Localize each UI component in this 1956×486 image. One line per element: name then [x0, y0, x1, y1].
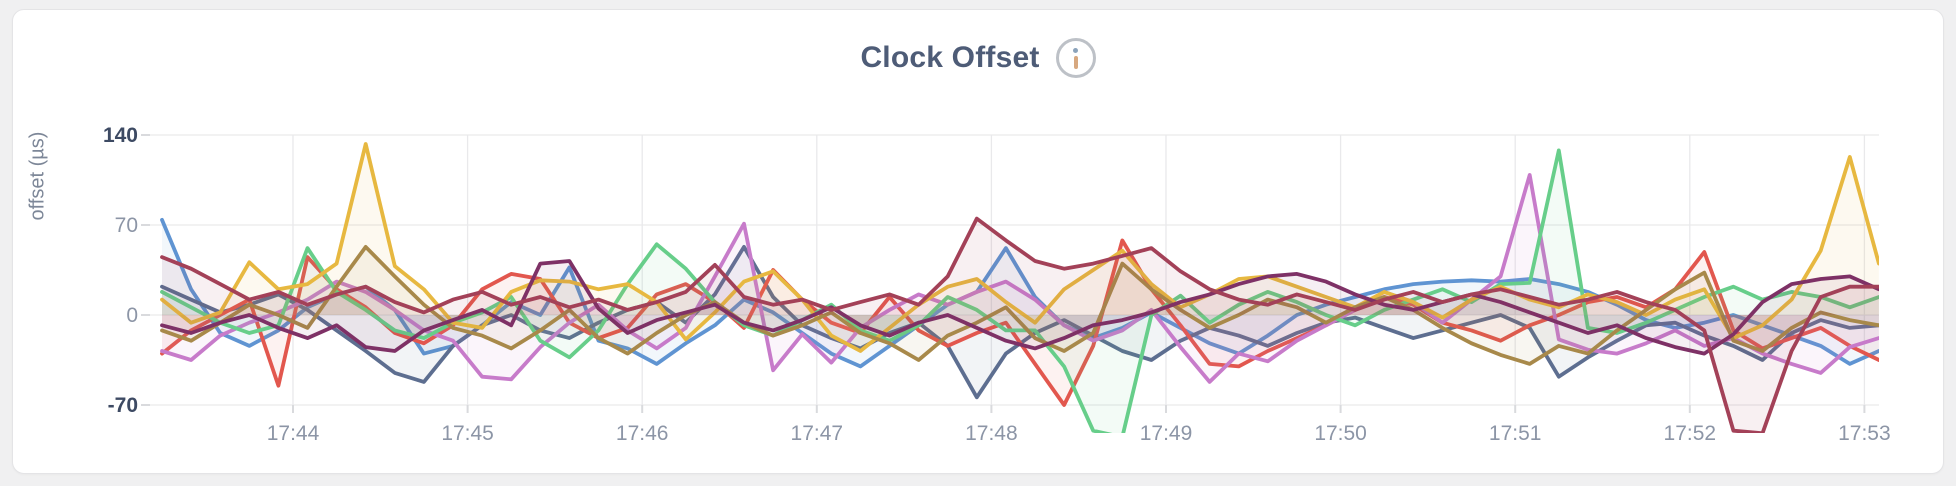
- x-tick-label: 17:50: [1314, 422, 1367, 445]
- y-tick-label: 0: [126, 304, 138, 327]
- info-icon-dot: [1073, 47, 1079, 53]
- series-line-series-7: [160, 245, 1879, 366]
- x-tick-label: 17:47: [791, 422, 844, 445]
- series-area-series-5: [162, 150, 1879, 433]
- series-area-series-1: [162, 219, 1879, 367]
- series-area-series-4: [162, 174, 1879, 382]
- info-icon-stem: [1073, 55, 1078, 69]
- plot-area: [160, 142, 1879, 433]
- y-tick-label: 70: [115, 214, 138, 237]
- series-line-series-9: [160, 216, 1879, 433]
- chart-title: Clock Offset: [860, 41, 1040, 74]
- x-tick-label: 17:45: [441, 422, 494, 445]
- series-area-series-9: [162, 218, 1879, 433]
- x-tick-label: 17:46: [616, 422, 669, 445]
- x-tick-label: 17:49: [1140, 422, 1193, 445]
- info-icon[interactable]: [1055, 38, 1096, 78]
- x-tick-label: 17:44: [267, 422, 320, 445]
- y-tick-label: -70: [108, 394, 138, 417]
- axis-labels: 140 70 0 -70 17:44 17:45 17:46 17:47 17:48 17:49 1…: [103, 124, 1891, 445]
- y-tick-label: 140: [103, 124, 138, 147]
- x-tick-label: 17:53: [1838, 422, 1891, 445]
- x-tick-label: 17:52: [1664, 422, 1717, 445]
- series-line-series-8: [160, 259, 1879, 356]
- series-line-series-6: [160, 142, 1879, 353]
- chart-header: Clock Offset: [0, 36, 1956, 80]
- x-tick-label: 17:48: [965, 422, 1018, 445]
- x-tick-label: 17:51: [1489, 422, 1542, 445]
